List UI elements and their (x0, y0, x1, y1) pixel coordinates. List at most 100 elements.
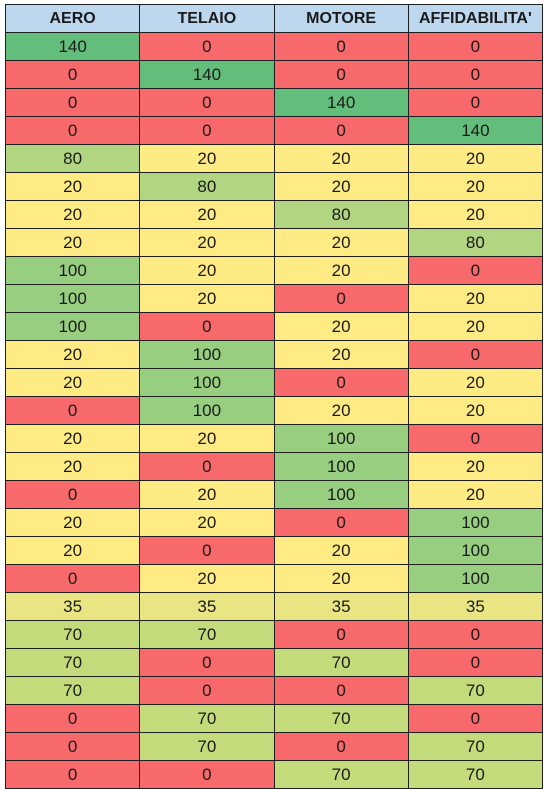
cell-motore[interactable]: 20 (273, 536, 409, 565)
cell-motore[interactable]: 100 (273, 424, 409, 453)
cell-aero[interactable]: 35 (4, 592, 141, 621)
cell-aero[interactable]: 70 (4, 620, 141, 649)
cell-aero[interactable]: 20 (4, 200, 141, 229)
cell-motore[interactable]: 0 (273, 732, 409, 761)
cell-telaio[interactable]: 70 (139, 620, 275, 649)
cell-aero[interactable]: 70 (4, 676, 141, 705)
cell-aero[interactable]: 0 (4, 564, 141, 593)
cell-affidabilita[interactable]: 0 (407, 424, 544, 453)
cell-aero[interactable]: 80 (4, 144, 141, 173)
cell-telaio[interactable]: 20 (139, 144, 275, 173)
cell-affidabilita[interactable]: 140 (407, 116, 544, 145)
cell-telaio[interactable]: 20 (139, 564, 275, 593)
cell-aero[interactable]: 0 (4, 480, 141, 509)
header-affidabilita[interactable]: AFFIDABILITA' (407, 4, 544, 33)
cell-aero[interactable]: 0 (4, 760, 141, 789)
cell-aero[interactable]: 20 (4, 172, 141, 201)
cell-affidabilita[interactable]: 80 (407, 228, 544, 257)
cell-aero[interactable]: 20 (4, 452, 141, 481)
cell-motore[interactable]: 80 (273, 200, 409, 229)
cell-motore[interactable]: 20 (273, 228, 409, 257)
cell-affidabilita[interactable]: 20 (407, 172, 544, 201)
cell-aero[interactable]: 0 (4, 60, 141, 89)
cell-affidabilita[interactable]: 0 (407, 32, 544, 61)
cell-telaio[interactable]: 20 (139, 480, 275, 509)
cell-motore[interactable]: 0 (273, 368, 409, 397)
cell-telaio[interactable]: 0 (139, 648, 275, 677)
cell-affidabilita[interactable]: 20 (407, 312, 544, 341)
header-motore[interactable]: MOTORE (273, 4, 409, 33)
cell-affidabilita[interactable]: 20 (407, 144, 544, 173)
cell-telaio[interactable]: 0 (139, 116, 275, 145)
cell-telaio[interactable]: 0 (139, 88, 275, 117)
cell-affidabilita[interactable]: 70 (407, 760, 544, 789)
cell-motore[interactable]: 20 (273, 256, 409, 285)
cell-affidabilita[interactable]: 0 (407, 340, 544, 369)
cell-affidabilita[interactable]: 0 (407, 704, 544, 733)
cell-aero[interactable]: 100 (4, 256, 141, 285)
cell-telaio[interactable]: 70 (139, 704, 275, 733)
cell-telaio[interactable]: 100 (139, 368, 275, 397)
cell-aero[interactable]: 100 (4, 312, 141, 341)
cell-affidabilita[interactable]: 100 (407, 536, 544, 565)
cell-affidabilita[interactable]: 0 (407, 60, 544, 89)
cell-affidabilita[interactable]: 20 (407, 200, 544, 229)
cell-aero[interactable]: 20 (4, 508, 141, 537)
cell-affidabilita[interactable]: 20 (407, 480, 544, 509)
cell-motore[interactable]: 0 (273, 284, 409, 313)
cell-motore[interactable]: 0 (273, 508, 409, 537)
cell-aero[interactable]: 70 (4, 648, 141, 677)
cell-motore[interactable]: 140 (273, 88, 409, 117)
cell-affidabilita[interactable]: 20 (407, 368, 544, 397)
cell-affidabilita[interactable]: 70 (407, 676, 544, 705)
cell-telaio[interactable]: 20 (139, 228, 275, 257)
cell-telaio[interactable]: 0 (139, 32, 275, 61)
cell-aero[interactable]: 20 (4, 536, 141, 565)
cell-telaio[interactable]: 70 (139, 732, 275, 761)
cell-telaio[interactable]: 20 (139, 256, 275, 285)
cell-telaio[interactable]: 0 (139, 676, 275, 705)
cell-aero[interactable]: 0 (4, 704, 141, 733)
cell-telaio[interactable]: 35 (139, 592, 275, 621)
cell-motore[interactable]: 20 (273, 312, 409, 341)
cell-aero[interactable]: 20 (4, 340, 141, 369)
cell-telaio[interactable]: 100 (139, 340, 275, 369)
cell-affidabilita[interactable]: 100 (407, 564, 544, 593)
cell-telaio[interactable]: 0 (139, 760, 275, 789)
cell-telaio[interactable]: 20 (139, 508, 275, 537)
cell-motore[interactable]: 35 (273, 592, 409, 621)
cell-aero[interactable]: 0 (4, 116, 141, 145)
cell-aero[interactable]: 140 (4, 32, 141, 61)
cell-motore[interactable]: 0 (273, 116, 409, 145)
cell-telaio[interactable]: 20 (139, 200, 275, 229)
cell-motore[interactable]: 0 (273, 676, 409, 705)
cell-aero[interactable]: 0 (4, 396, 141, 425)
cell-affidabilita[interactable]: 100 (407, 508, 544, 537)
cell-telaio[interactable]: 20 (139, 424, 275, 453)
cell-telaio[interactable]: 20 (139, 284, 275, 313)
cell-aero[interactable]: 0 (4, 732, 141, 761)
cell-aero[interactable]: 20 (4, 368, 141, 397)
cell-affidabilita[interactable]: 20 (407, 396, 544, 425)
cell-telaio[interactable]: 100 (139, 396, 275, 425)
cell-motore[interactable]: 20 (273, 564, 409, 593)
cell-aero[interactable]: 0 (4, 88, 141, 117)
cell-telaio[interactable]: 140 (139, 60, 275, 89)
cell-motore[interactable]: 100 (273, 452, 409, 481)
header-aero[interactable]: AERO (4, 4, 141, 33)
cell-affidabilita[interactable]: 0 (407, 620, 544, 649)
cell-aero[interactable]: 100 (4, 284, 141, 313)
cell-motore[interactable]: 20 (273, 172, 409, 201)
cell-motore[interactable]: 20 (273, 396, 409, 425)
cell-affidabilita[interactable]: 35 (407, 592, 544, 621)
cell-affidabilita[interactable]: 70 (407, 732, 544, 761)
cell-affidabilita[interactable]: 0 (407, 648, 544, 677)
cell-affidabilita[interactable]: 20 (407, 284, 544, 313)
cell-telaio[interactable]: 0 (139, 452, 275, 481)
cell-affidabilita[interactable]: 0 (407, 256, 544, 285)
cell-motore[interactable]: 70 (273, 704, 409, 733)
cell-affidabilita[interactable]: 0 (407, 88, 544, 117)
cell-motore[interactable]: 20 (273, 340, 409, 369)
cell-motore[interactable]: 0 (273, 620, 409, 649)
cell-motore[interactable]: 0 (273, 32, 409, 61)
